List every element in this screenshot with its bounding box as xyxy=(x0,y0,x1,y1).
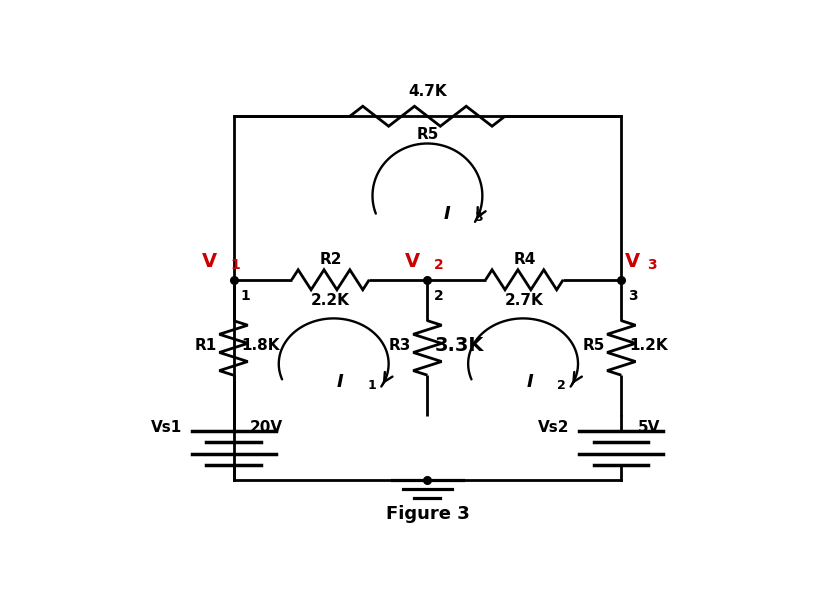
Text: 2.2K: 2.2K xyxy=(311,293,350,308)
Text: 1: 1 xyxy=(240,289,249,303)
Text: R2: R2 xyxy=(319,252,342,267)
Text: 1.2K: 1.2K xyxy=(629,338,668,353)
Text: I: I xyxy=(526,373,533,391)
Text: 5V: 5V xyxy=(637,420,660,435)
Text: R5: R5 xyxy=(416,127,439,142)
Text: R4: R4 xyxy=(513,252,535,267)
Text: 2: 2 xyxy=(434,289,444,303)
Text: 4.7K: 4.7K xyxy=(408,84,447,99)
Text: V: V xyxy=(404,252,420,271)
Text: 3: 3 xyxy=(647,258,657,272)
Text: V: V xyxy=(202,252,218,271)
Text: 2: 2 xyxy=(434,258,444,272)
Text: Figure 3: Figure 3 xyxy=(385,504,470,523)
Text: R1: R1 xyxy=(195,338,218,353)
Text: Vs1: Vs1 xyxy=(151,420,182,435)
Text: 3.3K: 3.3K xyxy=(435,336,485,355)
Text: 1: 1 xyxy=(231,258,241,272)
Text: 2.7K: 2.7K xyxy=(505,293,544,308)
Text: Vs2: Vs2 xyxy=(538,420,570,435)
Text: R5: R5 xyxy=(583,338,605,353)
Text: R3: R3 xyxy=(389,338,411,353)
Text: 1: 1 xyxy=(368,379,377,392)
Text: 3: 3 xyxy=(628,289,637,303)
Text: I: I xyxy=(444,205,450,223)
Text: 2: 2 xyxy=(557,379,566,392)
Text: 1.8K: 1.8K xyxy=(241,338,279,353)
Text: I: I xyxy=(337,373,344,391)
Text: 20V: 20V xyxy=(249,420,283,435)
Text: V: V xyxy=(625,252,640,271)
Text: 3: 3 xyxy=(475,211,483,224)
